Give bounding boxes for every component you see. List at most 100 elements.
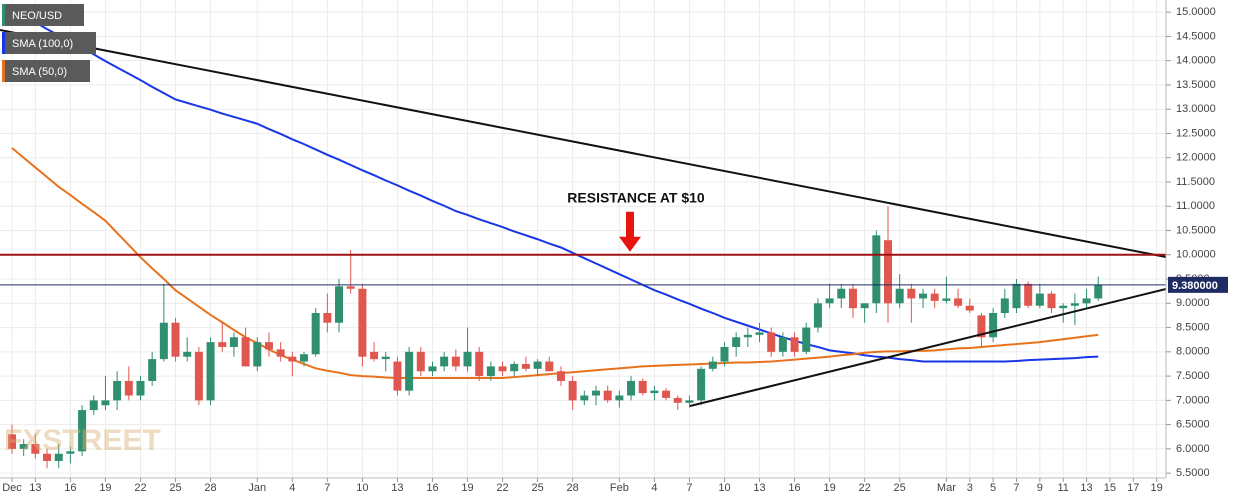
candle-body (136, 380, 145, 396)
candle-body (638, 380, 647, 394)
candle-body (802, 327, 811, 352)
candle-body (825, 298, 834, 304)
legend-box (2, 60, 90, 82)
x-tick-label: 13 (391, 482, 403, 494)
x-tick-label: 5 (990, 482, 996, 494)
candle-body (428, 366, 437, 372)
last-price-label: 9.380000 (1172, 280, 1218, 292)
candle-body (837, 288, 846, 299)
x-tick-label: 4 (289, 482, 295, 494)
candle-body (183, 351, 192, 357)
candle-body (323, 313, 332, 323)
y-tick-label: 12.0000 (1176, 152, 1216, 164)
candle-body (1070, 303, 1079, 306)
x-tick-label: 15 (1104, 482, 1116, 494)
x-tick-label: 25 (894, 482, 906, 494)
candle-body (919, 293, 928, 299)
trend-line-ascending (689, 288, 1167, 407)
x-tick-label: 13 (29, 482, 41, 494)
candle-body (335, 286, 344, 323)
x-tick-label: 28 (204, 482, 216, 494)
candle-body (1000, 298, 1009, 314)
last-price-box (1168, 276, 1228, 293)
candle-body (954, 298, 963, 306)
legend-box (2, 4, 84, 26)
y-tick-label: 10.5000 (1176, 224, 1216, 236)
candle-body (300, 354, 308, 362)
candle-body (1012, 283, 1021, 309)
candle-body (229, 337, 238, 347)
x-tick-label: 11 (1057, 482, 1068, 494)
candle-body (627, 380, 636, 396)
y-tick-label: 12.5000 (1176, 127, 1216, 139)
candle-body (113, 380, 122, 401)
candle-body (907, 288, 916, 299)
annotation-text: RESISTANCE AT $10 (567, 189, 705, 205)
candle-body (580, 395, 589, 401)
x-tick-label: 10 (356, 482, 368, 494)
candle-body (451, 356, 460, 367)
candle-body (311, 313, 320, 355)
candle-body (1094, 284, 1103, 299)
candle-body (54, 453, 63, 462)
x-tick-label: 22 (859, 482, 871, 494)
y-tick-label: 8.5000 (1176, 321, 1210, 333)
x-tick-label: 16 (426, 482, 438, 494)
y-tick-label: 9.0000 (1176, 297, 1210, 309)
legend-label: SMA (100,0) (12, 38, 73, 50)
candle-body (159, 322, 168, 360)
y-tick-label: 6.5000 (1176, 419, 1210, 431)
candle-body (405, 351, 414, 391)
candle-body (475, 351, 484, 377)
candle-body (743, 334, 752, 338)
candle-body (66, 451, 75, 454)
y-tick-label: 7.5000 (1176, 370, 1210, 382)
candle-body (848, 288, 857, 309)
candle-body (370, 351, 379, 360)
candle-body (673, 397, 682, 403)
candle-body (989, 313, 998, 338)
trend-line-descending (0, 29, 1167, 258)
x-tick-label: 19 (99, 482, 111, 494)
candle-body (650, 390, 659, 394)
x-tick-label: 25 (169, 482, 181, 494)
candle-body (1024, 283, 1033, 306)
y-tick-label: 10.0000 (1176, 249, 1216, 261)
legend-swatch (2, 4, 5, 26)
candle-body (895, 288, 904, 304)
x-tick-label: 13 (1080, 482, 1092, 494)
y-tick-label: 13.5000 (1176, 79, 1216, 91)
overlay: RESISTANCE AT $10 (0, 189, 1166, 286)
y-tick-label: 15.0000 (1176, 6, 1216, 18)
candle-body (346, 286, 355, 289)
legend-swatch (2, 32, 5, 54)
candle-body (615, 395, 624, 401)
candle-body (206, 342, 215, 401)
candle-body (498, 366, 507, 372)
candle-body (253, 342, 262, 367)
candle-body (603, 390, 612, 401)
candle-body (533, 361, 542, 369)
candle-body (778, 337, 787, 352)
x-tick-label: 7 (324, 482, 330, 494)
candle-body (78, 410, 87, 452)
x-tick-label: 4 (651, 482, 657, 494)
candle-body (930, 293, 939, 301)
candle-body (381, 356, 390, 360)
candle-body (545, 361, 554, 372)
legend-label: NEO/USD (12, 10, 62, 22)
y-tick-label: 11.0000 (1176, 200, 1215, 212)
candle-body (521, 363, 530, 369)
plot-background (0, 0, 1166, 478)
legend-box (2, 32, 96, 54)
candle-body (790, 337, 799, 352)
watermark: FXSTREET (4, 424, 161, 457)
x-tick-label: 28 (567, 482, 579, 494)
x-tick-label: 22 (134, 482, 146, 494)
candle-body (43, 453, 52, 462)
candle-body (942, 298, 951, 301)
candle-body (1047, 293, 1056, 309)
candles (8, 206, 1103, 469)
candle-body (393, 361, 402, 391)
